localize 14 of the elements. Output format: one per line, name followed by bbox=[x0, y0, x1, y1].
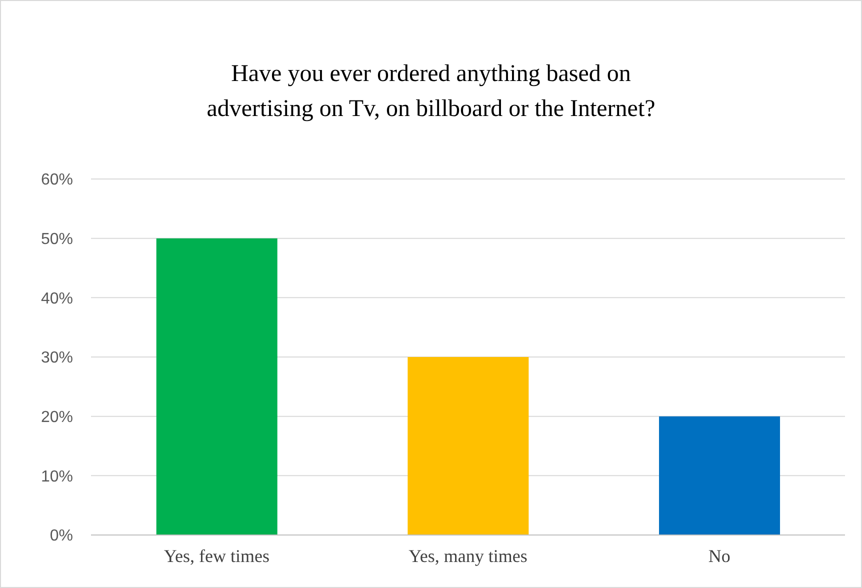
bar bbox=[659, 416, 780, 535]
x-tick-label: Yes, few times bbox=[164, 546, 270, 566]
bar bbox=[156, 238, 278, 535]
y-tick-label: 50% bbox=[40, 231, 73, 248]
x-tick-label: Yes, many times bbox=[408, 546, 528, 566]
y-tick-label: 30% bbox=[40, 350, 73, 367]
y-tick-label: 10% bbox=[40, 468, 73, 486]
chart-title: Have you ever ordered anything based on advertising on Tv, on billboard or the Internet? bbox=[206, 60, 656, 124]
y-tick-label: 40% bbox=[40, 290, 73, 308]
y-tick-label: 0% bbox=[50, 528, 73, 545]
y-tick-label: 20% bbox=[40, 409, 73, 426]
y-tick-label: 60% bbox=[40, 172, 73, 189]
x-tick-label: No bbox=[708, 546, 730, 566]
bar bbox=[408, 357, 529, 535]
